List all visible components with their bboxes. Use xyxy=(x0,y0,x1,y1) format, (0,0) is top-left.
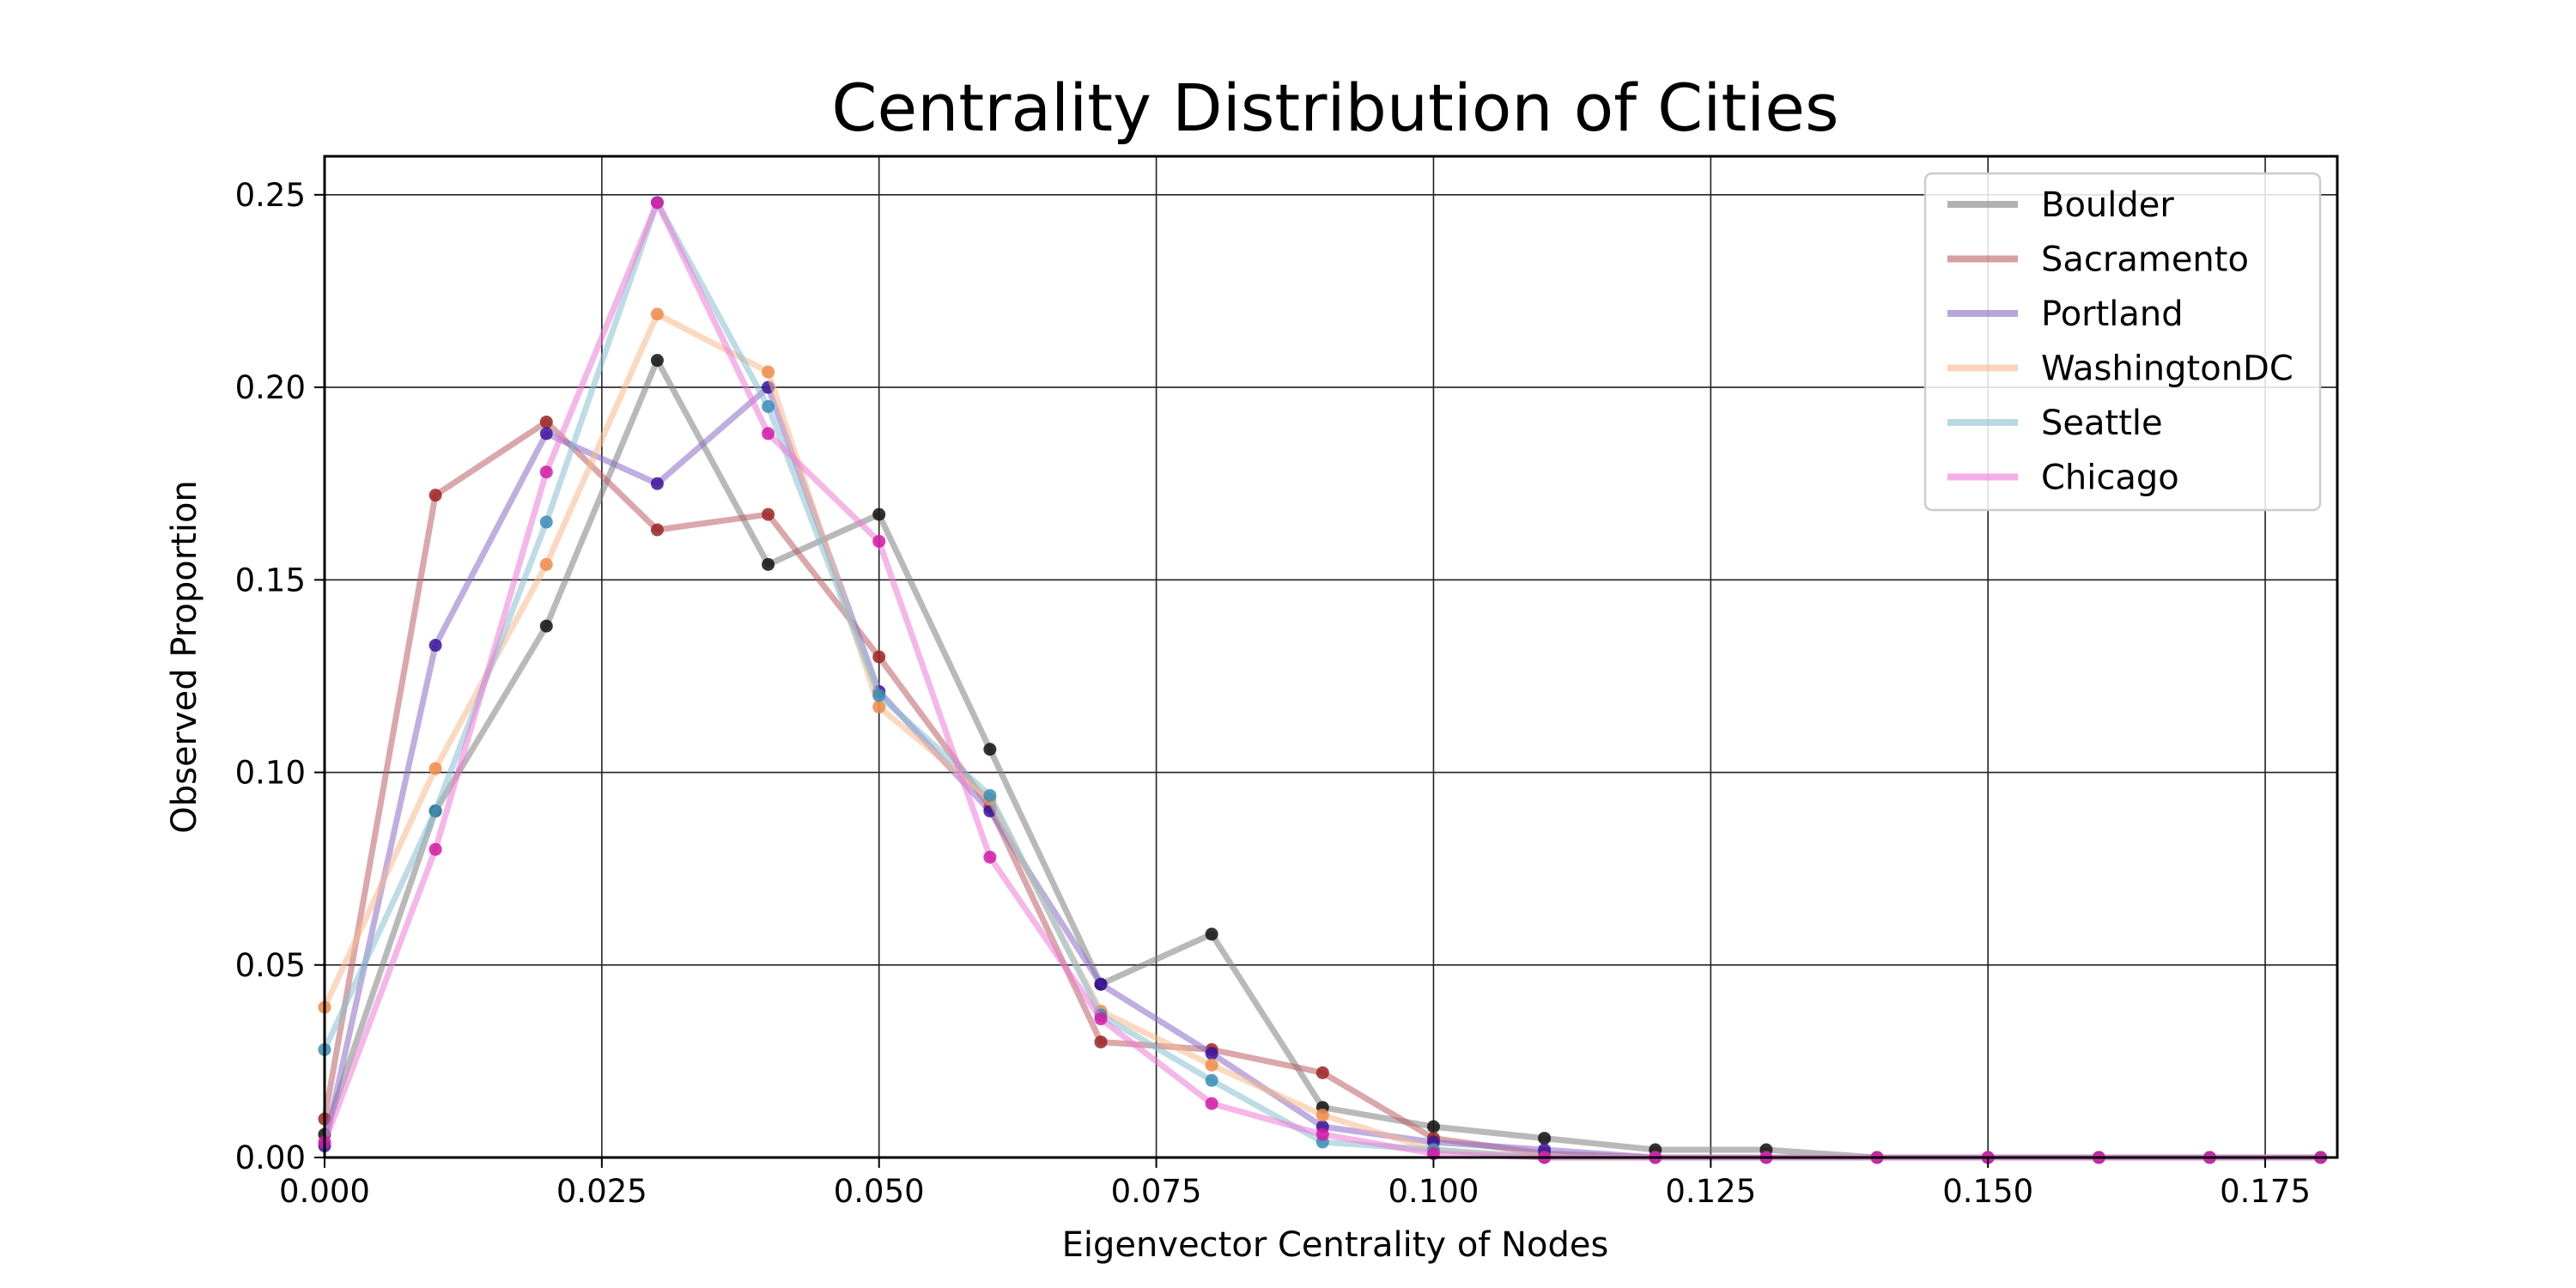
data-point xyxy=(539,465,553,479)
data-point xyxy=(762,365,775,379)
x-tick-label: 0.150 xyxy=(1942,1173,2033,1210)
data-point xyxy=(650,307,664,321)
data-point xyxy=(1315,1066,1329,1079)
data-point xyxy=(1094,1012,1108,1026)
data-point xyxy=(983,850,997,864)
data-point xyxy=(1315,1127,1329,1141)
data-point xyxy=(428,489,442,502)
data-point xyxy=(650,477,664,490)
plot-frame xyxy=(323,155,2339,1159)
legend-label: Portland xyxy=(2041,295,2184,334)
legend-label: Chicago xyxy=(2041,459,2179,498)
data-point xyxy=(539,515,553,529)
x-tick-label: 0.125 xyxy=(1665,1173,1756,1210)
data-point xyxy=(1538,1132,1552,1145)
legend-label: Seattle xyxy=(2041,404,2163,443)
data-point xyxy=(428,639,442,653)
x-tick-label: 0.075 xyxy=(1111,1173,1202,1210)
data-point xyxy=(539,415,553,428)
data-point xyxy=(1205,1058,1218,1072)
x-tick-label: 0.050 xyxy=(834,1173,925,1210)
y-axis-label: Observed Proportion xyxy=(165,480,204,834)
legend-label: WashingtonDC xyxy=(2041,349,2293,389)
x-tick-label: 0.025 xyxy=(556,1173,647,1210)
legend: Boulder Sacramento Portland WashingtonDC Sea… xyxy=(1923,172,2322,512)
data-point xyxy=(539,427,553,440)
y-tick-label: 0.00 xyxy=(235,1139,306,1176)
data-point xyxy=(650,196,664,210)
legend-frame xyxy=(1923,172,2322,512)
data-point xyxy=(872,700,886,714)
legend-label: Boulder xyxy=(2041,185,2174,225)
y-tick-label: 0.20 xyxy=(235,369,306,406)
data-point xyxy=(872,507,886,521)
data-point xyxy=(428,842,442,856)
y-tick-label: 0.15 xyxy=(235,562,306,598)
data-point xyxy=(1094,1035,1108,1048)
data-point xyxy=(983,788,997,802)
data-point xyxy=(872,689,886,702)
y-tick-label: 0.25 xyxy=(235,177,306,214)
data-point xyxy=(872,650,886,664)
axis-ticks: 0.000 0.025 0.050 0.075 0.100 0.125 0.150 0.175… xyxy=(235,177,2311,1210)
data-point xyxy=(428,804,442,817)
data-point xyxy=(1205,1097,1218,1110)
data-point xyxy=(762,507,775,521)
data-point xyxy=(1315,1109,1329,1122)
legend-label: Sacramento xyxy=(2041,240,2249,280)
x-tick-label: 0.175 xyxy=(2220,1173,2311,1210)
data-point xyxy=(983,743,997,756)
data-point xyxy=(428,762,442,775)
y-tick-label: 0.05 xyxy=(235,947,306,984)
data-point xyxy=(1205,927,1218,941)
data-point xyxy=(1205,1047,1218,1060)
x-tick-label: 0.100 xyxy=(1388,1173,1479,1210)
data-point xyxy=(539,619,553,633)
data-point xyxy=(650,523,664,537)
data-point xyxy=(1205,1073,1218,1087)
data-point xyxy=(1426,1120,1440,1133)
data-point xyxy=(762,427,775,440)
data-point xyxy=(1094,977,1108,991)
data-point xyxy=(762,557,775,571)
chart-title: Centrality Distribution of Cities xyxy=(831,70,1838,146)
data-point xyxy=(762,400,775,413)
data-point xyxy=(539,557,553,571)
data-point xyxy=(650,354,664,368)
x-tick-label: 0.000 xyxy=(279,1173,370,1210)
x-axis-label: Eigenvector Centrality of Nodes xyxy=(1062,1225,1609,1265)
y-tick-label: 0.10 xyxy=(235,755,306,792)
data-point xyxy=(872,534,886,548)
